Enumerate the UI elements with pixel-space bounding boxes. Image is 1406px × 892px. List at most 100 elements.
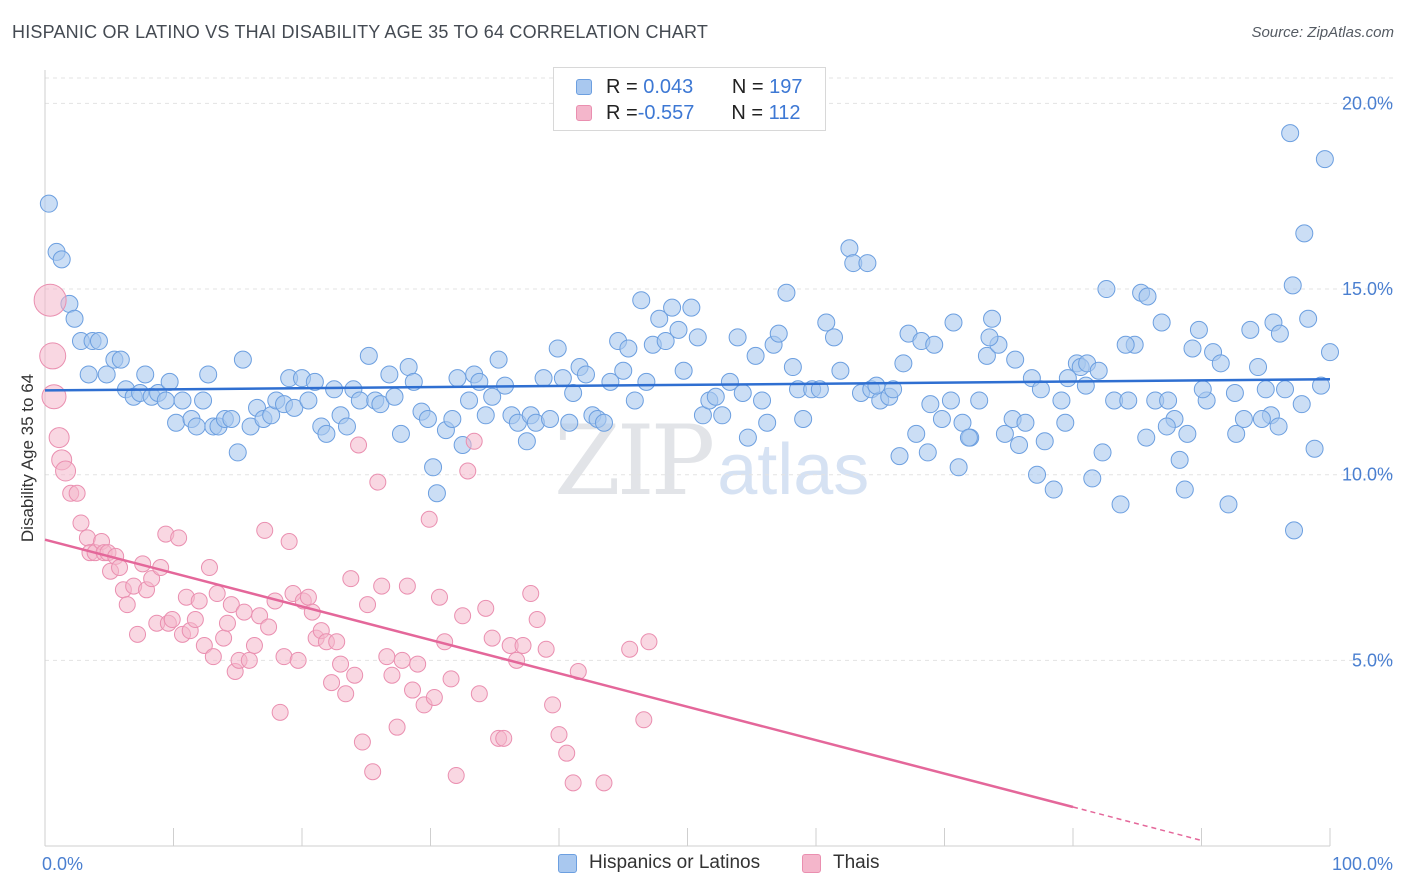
data-point [337, 685, 355, 703]
data-point [325, 380, 344, 399]
y-tick-label: 10.0% [1342, 465, 1393, 485]
data-point [256, 521, 274, 539]
data-point [977, 346, 996, 365]
data-point [817, 313, 836, 332]
data-point [271, 703, 289, 721]
data-point [733, 384, 752, 403]
data-point [442, 670, 460, 688]
data-point [663, 298, 682, 317]
data-point [111, 350, 130, 369]
data-point [682, 298, 701, 317]
legend-swatch-pink [576, 105, 592, 121]
data-point [72, 514, 90, 532]
data-point [560, 413, 579, 432]
data-point [713, 406, 732, 425]
data-point [111, 559, 129, 577]
legend-swatch-pink [802, 853, 821, 873]
data-point [199, 365, 218, 384]
data-point [1312, 376, 1331, 395]
data-point [41, 384, 67, 410]
data-point [1056, 413, 1075, 432]
data-point [783, 358, 802, 377]
data-point [260, 618, 278, 636]
data-point [78, 529, 96, 547]
data-point [669, 320, 688, 339]
data-point [369, 473, 387, 491]
data-point [346, 666, 364, 684]
data-point [918, 443, 937, 462]
data-point [738, 428, 757, 447]
data-point [39, 342, 67, 370]
data-point [380, 365, 399, 384]
y-tick-label: 20.0% [1342, 93, 1393, 113]
data-point [625, 391, 644, 410]
data-point [693, 406, 712, 425]
data-point [656, 332, 675, 351]
data-point [200, 559, 218, 577]
data-point [447, 766, 465, 784]
legend-r-label: R = [606, 75, 638, 98]
data-point [465, 432, 483, 450]
data-point [537, 640, 555, 658]
grid-lines [45, 77, 1394, 661]
data-point [350, 391, 369, 410]
data-point [674, 361, 693, 380]
data-point [1281, 124, 1300, 143]
data-point [1183, 339, 1202, 358]
data-point [483, 387, 502, 406]
data-point [824, 328, 843, 347]
data-point [228, 443, 247, 462]
data-point [427, 484, 446, 503]
data-point [1035, 432, 1054, 451]
data-point [89, 332, 108, 351]
data-point [299, 391, 318, 410]
data-point [983, 309, 1002, 328]
legend-label-thais: Thais [833, 852, 880, 873]
series-hispanics-or-latinos [39, 124, 1339, 540]
data-point [921, 395, 940, 414]
data-point [564, 384, 583, 403]
data-point [1016, 413, 1035, 432]
data-point [156, 391, 175, 410]
data-point [1137, 428, 1156, 447]
data-point [720, 372, 739, 391]
data-point [1276, 380, 1295, 399]
data-point [136, 365, 155, 384]
data-point [459, 462, 477, 480]
data-point [522, 585, 540, 603]
legend-item-thais[interactable]: Thais [802, 852, 879, 874]
data-point [810, 380, 829, 399]
data-point [208, 585, 226, 603]
data-point [275, 648, 293, 666]
data-point [353, 733, 371, 751]
legend-swatch-blue [576, 79, 592, 95]
data-point [1299, 309, 1318, 328]
data-point [373, 577, 391, 595]
legend-item-hispanics[interactable]: Hispanics or Latinos [558, 852, 760, 874]
data-point [1305, 439, 1324, 458]
data-point [558, 744, 576, 762]
data-point [187, 417, 206, 436]
legend-row-thais: R = -0.557 N = 112 [576, 100, 801, 126]
data-point [186, 611, 204, 629]
data-point [953, 413, 972, 432]
data-point [65, 309, 84, 328]
data-point [477, 599, 495, 617]
data-point [794, 410, 813, 429]
data-point [383, 666, 401, 684]
x-tick-label: 100.0% [1332, 854, 1393, 874]
data-point [541, 410, 560, 429]
data-point [1006, 350, 1025, 369]
data-point [129, 625, 147, 643]
data-point [240, 651, 258, 669]
data-point [867, 376, 886, 395]
data-point [495, 729, 513, 747]
data-point [1028, 465, 1047, 484]
data-point [289, 651, 307, 669]
data-point [706, 387, 725, 406]
data-point [48, 427, 70, 449]
data-point [1189, 320, 1208, 339]
data-point [621, 640, 639, 658]
trend-lines [44, 378, 1331, 842]
